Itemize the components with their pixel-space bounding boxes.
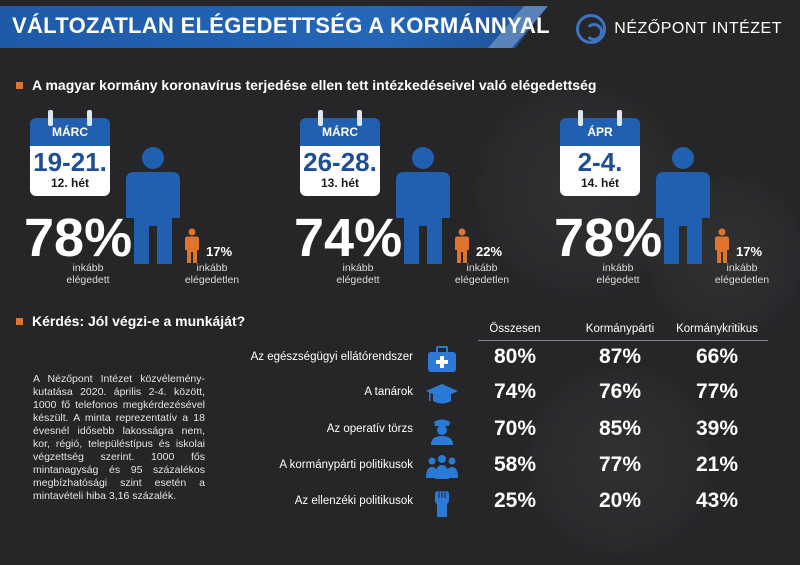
table-cell: 76% [598, 380, 642, 403]
table-cell: 66% [695, 345, 739, 368]
week-panel: MÁRC 26-28. 13. hét 74% inkább elégedett… [294, 110, 540, 290]
table-cell: 39% [695, 417, 739, 440]
calendar-days: 19-21. [33, 147, 107, 177]
satisfied-percentage: 78% [24, 208, 133, 268]
calendar-month: MÁRC [52, 125, 88, 139]
table-cell: 70% [493, 417, 537, 440]
section-title-text: A magyar kormány koronavírus terjedése e… [32, 77, 597, 93]
column-header-pro-government: Kormánypárti [585, 323, 655, 335]
satisfied-percentage: 78% [554, 208, 663, 268]
dissatisfied-label: inkább elégedetlen [714, 262, 770, 286]
dissatisfied-label: inkább elégedetlen [454, 262, 510, 286]
satisfied-label: inkább elégedett [596, 262, 640, 286]
row-label-opposition-politicians: Az ellenzéki politikusok [294, 495, 413, 507]
table-cell: 20% [598, 489, 642, 512]
table-cell: 85% [598, 417, 642, 440]
table-cell: 77% [695, 380, 739, 403]
dissatisfied-percentage: 22% [476, 244, 503, 259]
title-banner [0, 6, 548, 48]
row-label-government-politicians: A kormánypárti politikusok [279, 459, 413, 471]
methodology-note: A Nézőpont Intézet közvélemény-kutatása … [33, 373, 205, 502]
satisfied-label: inkább elégedett [66, 262, 110, 286]
officer-icon [425, 416, 459, 446]
table-cell: 80% [493, 345, 537, 368]
graduation-cap-icon [425, 379, 459, 409]
raised-fist-icon [425, 488, 459, 518]
week-panel: ÁPR 2-4. 14. hét 78% inkább elégedett 17… [554, 110, 800, 290]
week-panel: MÁRC 19-21. 12. hét 78% inkább elégedett… [24, 110, 270, 290]
person-blue-icon [396, 147, 450, 264]
header-divider [478, 340, 768, 341]
orange-bullet-icon [16, 317, 23, 325]
person-orange-icon [715, 228, 729, 263]
section-title-question: Kérdés: Jól végzi-e a munkáját? [16, 313, 245, 329]
dissatisfied-label: inkább elégedetlen [184, 262, 240, 286]
calendar-week: 13. hét [320, 176, 359, 190]
table-cell: 21% [695, 453, 739, 476]
brand: NÉZŐPONT INTÉZET [576, 14, 782, 44]
politicians-group-icon [425, 452, 459, 482]
dissatisfied-percentage: 17% [206, 244, 233, 259]
person-blue-icon [126, 147, 180, 264]
virus-decoration [520, 360, 720, 560]
table-cell: 74% [493, 380, 537, 403]
orange-bullet-icon [16, 81, 23, 89]
calendar-month: MÁRC [322, 125, 358, 139]
table-cell: 77% [598, 453, 642, 476]
calendar-week: 12. hét [50, 176, 89, 190]
section-title-text: Kérdés: Jól végzi-e a munkáját? [32, 313, 246, 329]
person-orange-icon [455, 228, 469, 263]
calendar-week: 14. hét [580, 176, 619, 190]
satisfied-percentage: 74% [294, 208, 403, 268]
column-header-government-critical: Kormánykritikus [676, 323, 758, 335]
section-title-satisfaction: A magyar kormány koronavírus terjedése e… [16, 77, 596, 93]
calendar-month: ÁPR [587, 125, 613, 139]
table-cell: 58% [493, 453, 537, 476]
page-title: VÁLTOZATLAN ELÉGEDETTSÉG A KORMÁNNYAL [12, 13, 550, 38]
row-label-teachers: A tanárok [364, 386, 413, 398]
calendar-icon: ÁPR 2-4. 14. hét [560, 110, 640, 196]
table-cell: 25% [493, 489, 537, 512]
table-cell: 43% [695, 489, 739, 512]
dissatisfied-percentage: 17% [736, 244, 763, 259]
person-orange-icon [185, 228, 199, 263]
person-blue-icon [656, 147, 710, 264]
column-header-total: Összesen [489, 323, 541, 335]
row-label-operative-staff: Az operatív törzs [326, 423, 413, 435]
brand-name: NÉZŐPONT INTÉZET [614, 20, 782, 37]
row-label-health-system: Az egészségügyi ellátórendszer [250, 351, 413, 363]
calendar-icon: MÁRC 26-28. 13. hét [300, 110, 380, 196]
satisfied-label: inkább elégedett [336, 262, 380, 286]
calendar-days: 2-4. [577, 147, 623, 177]
brand-logo-icon [576, 14, 607, 44]
calendar-days: 26-28. [303, 147, 377, 177]
table-cell: 87% [598, 345, 642, 368]
medical-kit-icon [425, 344, 459, 374]
calendar-icon: MÁRC 19-21. 12. hét [30, 110, 110, 196]
